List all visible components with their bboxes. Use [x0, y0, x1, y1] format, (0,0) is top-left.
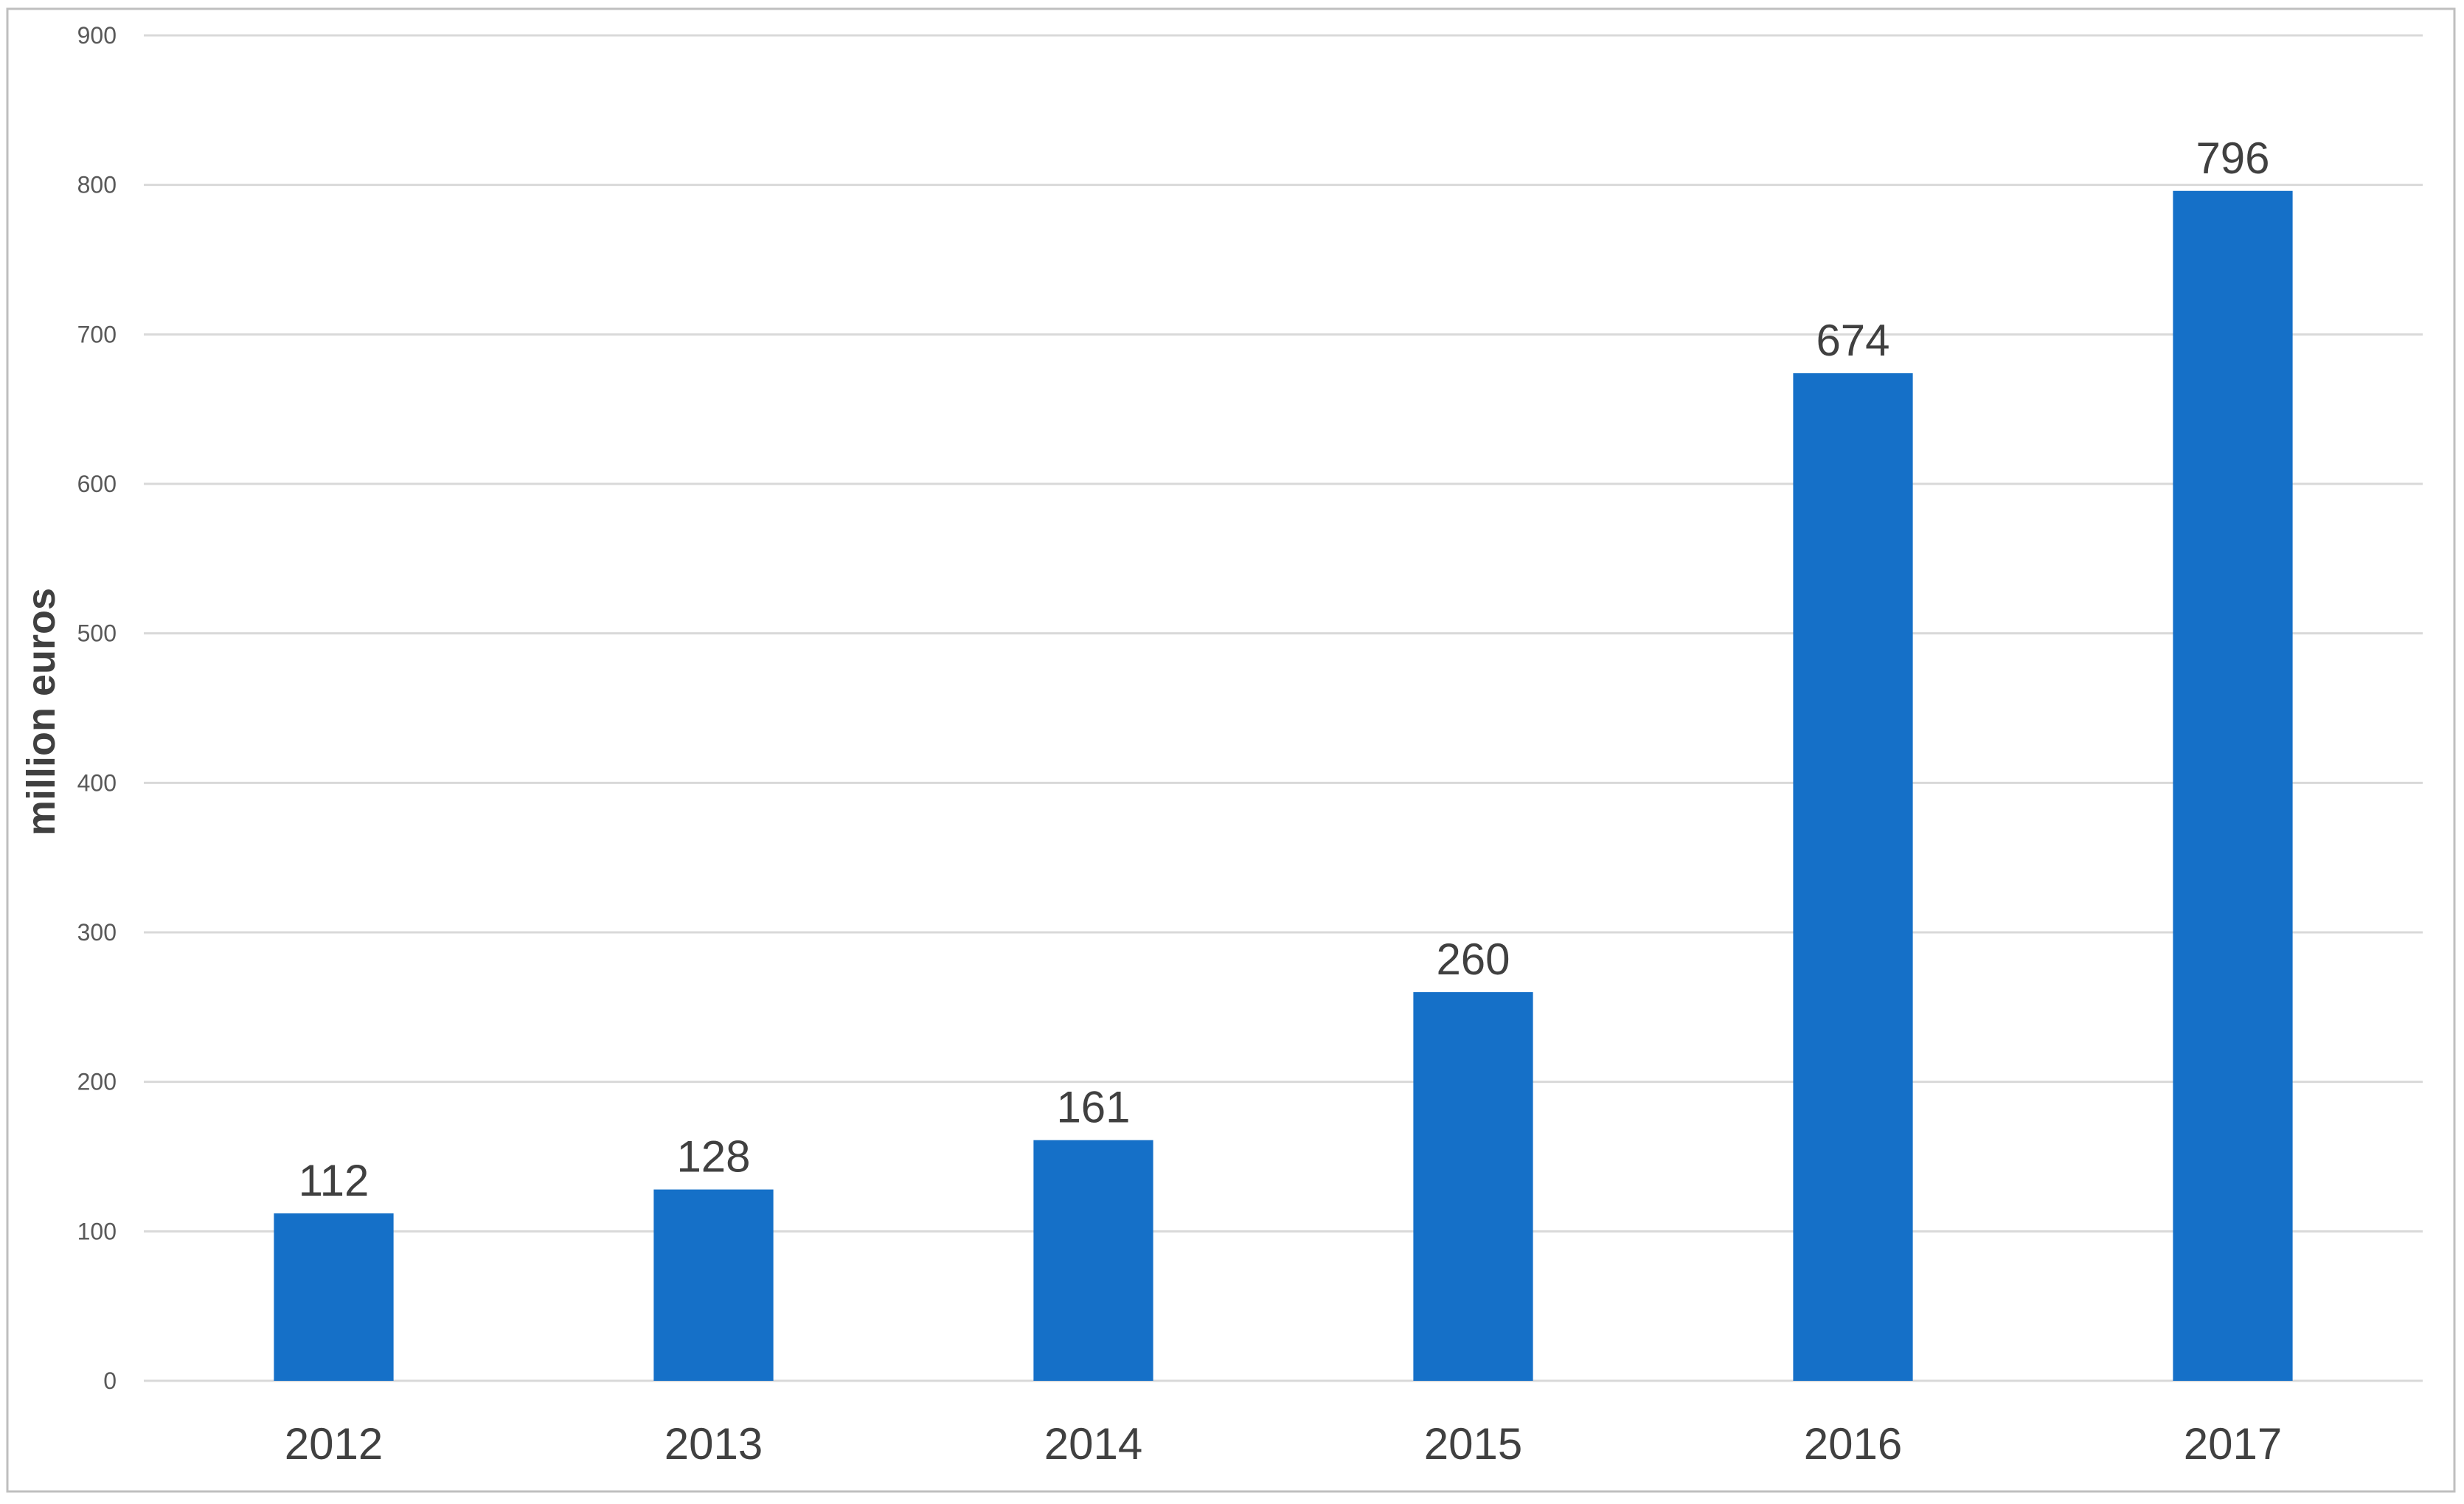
bar-2015 [1413, 992, 1533, 1381]
x-tick-label-2013: 2013 [664, 1419, 763, 1469]
x-tick-label-2014: 2014 [1044, 1419, 1142, 1469]
data-label-2013: 128 [676, 1132, 750, 1182]
data-label-2015: 260 [1436, 935, 1510, 984]
y-tick-label: 0 [103, 1368, 117, 1394]
y-axis-ticks: 0 100 200 300 400 500 600 700 800 900 [77, 22, 117, 1394]
y-axis-title: million euros [19, 588, 63, 836]
y-tick-label: 600 [77, 471, 117, 497]
bar-2016 [1793, 373, 1913, 1382]
y-tick-label: 500 [77, 620, 117, 647]
data-label-2014: 161 [1056, 1083, 1130, 1132]
y-tick-label: 700 [77, 321, 117, 347]
bar-2014 [1033, 1140, 1153, 1381]
y-tick-label: 100 [77, 1218, 117, 1244]
x-tick-label-2017: 2017 [2184, 1419, 2282, 1469]
data-label-2017: 796 [2196, 134, 2269, 183]
x-tick-label-2015: 2015 [1424, 1419, 1522, 1469]
bar-2012 [274, 1213, 394, 1381]
bar-2013 [653, 1189, 774, 1381]
x-tick-label-2016: 2016 [1804, 1419, 1902, 1469]
data-labels: 112 128 161 260 674 796 [299, 134, 2270, 1205]
chart-frame [6, 7, 2456, 1493]
gridlines [144, 34, 2423, 1382]
bar-2017 [2173, 190, 2293, 1382]
bars [274, 190, 2293, 1382]
data-label-2016: 674 [1816, 316, 1889, 365]
data-label-2012: 112 [299, 1156, 369, 1205]
x-tick-label-2012: 2012 [285, 1419, 383, 1469]
y-tick-label: 300 [77, 919, 117, 946]
y-tick-label: 200 [77, 1069, 117, 1095]
y-tick-label: 400 [77, 769, 117, 796]
x-axis-ticks: 2012 2013 2014 2015 2016 2017 [285, 1419, 2282, 1469]
y-tick-label: 900 [77, 22, 117, 49]
y-tick-label: 800 [77, 172, 117, 198]
